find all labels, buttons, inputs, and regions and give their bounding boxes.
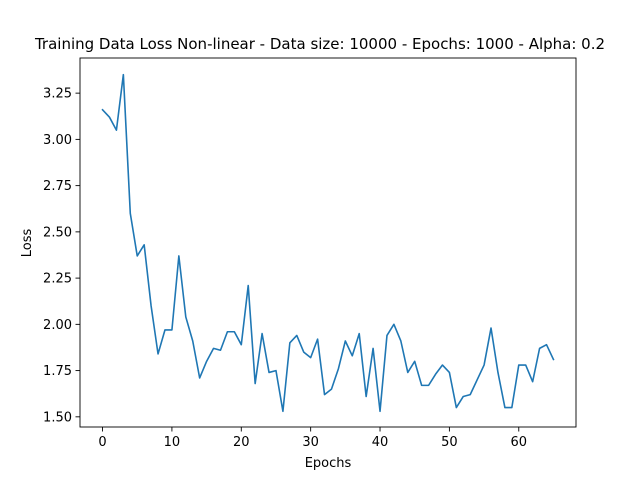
y-tick-label: 3.00 xyxy=(43,133,72,148)
y-tick-label: 2.00 xyxy=(43,318,72,333)
x-tick-label: 30 xyxy=(302,435,319,450)
x-tick-label: 40 xyxy=(372,435,389,450)
series-line-loss xyxy=(101,73,555,413)
x-tick-label: 0 xyxy=(98,435,106,450)
x-tick-label: 60 xyxy=(510,435,527,450)
plot-area xyxy=(80,58,576,427)
y-tick-label: 2.25 xyxy=(43,272,72,287)
y-tick-label: 1.75 xyxy=(43,364,72,379)
y-tick-label: 2.50 xyxy=(43,225,72,240)
y-axis-label: Loss xyxy=(20,229,35,258)
x-tick-label: 50 xyxy=(441,435,458,450)
y-axis-ticks: 1.50 1.75 2.00 2.25 2.50 2.75 3.00 3.25 xyxy=(43,87,80,425)
x-tick-label: 20 xyxy=(233,435,250,450)
chart-title: Training Data Loss Non-linear - Data siz… xyxy=(34,35,605,53)
y-tick-label: 1.50 xyxy=(43,410,72,425)
y-tick-label: 2.75 xyxy=(43,179,72,194)
x-axis-ticks: 0 10 20 30 40 50 60 xyxy=(98,427,527,450)
series-layer xyxy=(101,73,555,413)
x-axis-label: Epochs xyxy=(305,456,352,471)
y-tick-label: 3.25 xyxy=(43,87,72,102)
plot-frame xyxy=(79,57,577,428)
x-tick-label: 10 xyxy=(164,435,181,450)
